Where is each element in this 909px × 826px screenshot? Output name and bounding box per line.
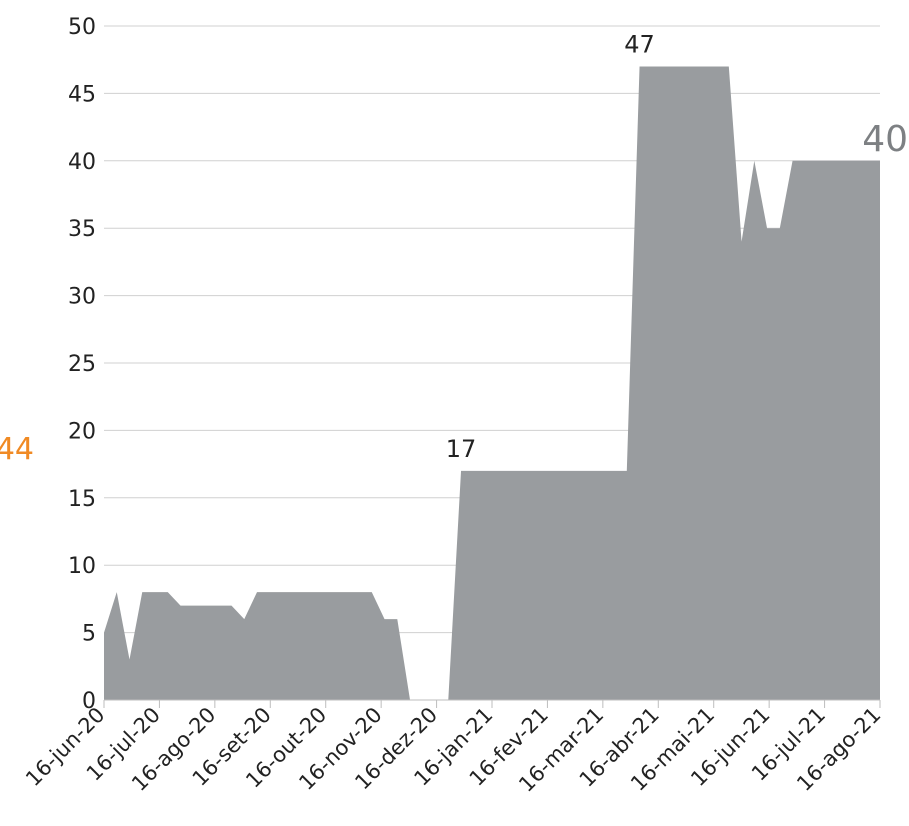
area-series — [104, 66, 880, 700]
y-tick-label-50: 50 — [68, 15, 96, 40]
y-axis-labels: 0 5 10 15 20 25 30 35 40 45 50 — [68, 15, 96, 714]
y-tick-label-20: 20 — [68, 419, 96, 444]
x-axis-ticks — [103, 700, 881, 708]
y-tick-label-5: 5 — [82, 622, 96, 647]
annotation-47: 47 — [624, 30, 655, 58]
y-tick-label-30: 30 — [68, 285, 96, 310]
y-tick-label-35: 35 — [68, 217, 96, 242]
y-tick-label-45: 45 — [68, 82, 96, 107]
last-value-label: 40 — [862, 119, 908, 160]
y-tick-label-40: 40 — [68, 150, 96, 175]
y-tick-label-0: 0 — [82, 689, 96, 714]
gridlines — [104, 25, 880, 634]
side-value-label: 44 — [0, 432, 34, 467]
y-tick-label-15: 15 — [68, 487, 96, 512]
x-axis-labels: 16-jun-2016-jul-2016-ago-2016-set-2016-o… — [21, 703, 885, 797]
annotation-17: 17 — [446, 435, 477, 463]
y-tick-label-10: 10 — [68, 554, 96, 579]
y-tick-label-25: 25 — [68, 352, 96, 377]
